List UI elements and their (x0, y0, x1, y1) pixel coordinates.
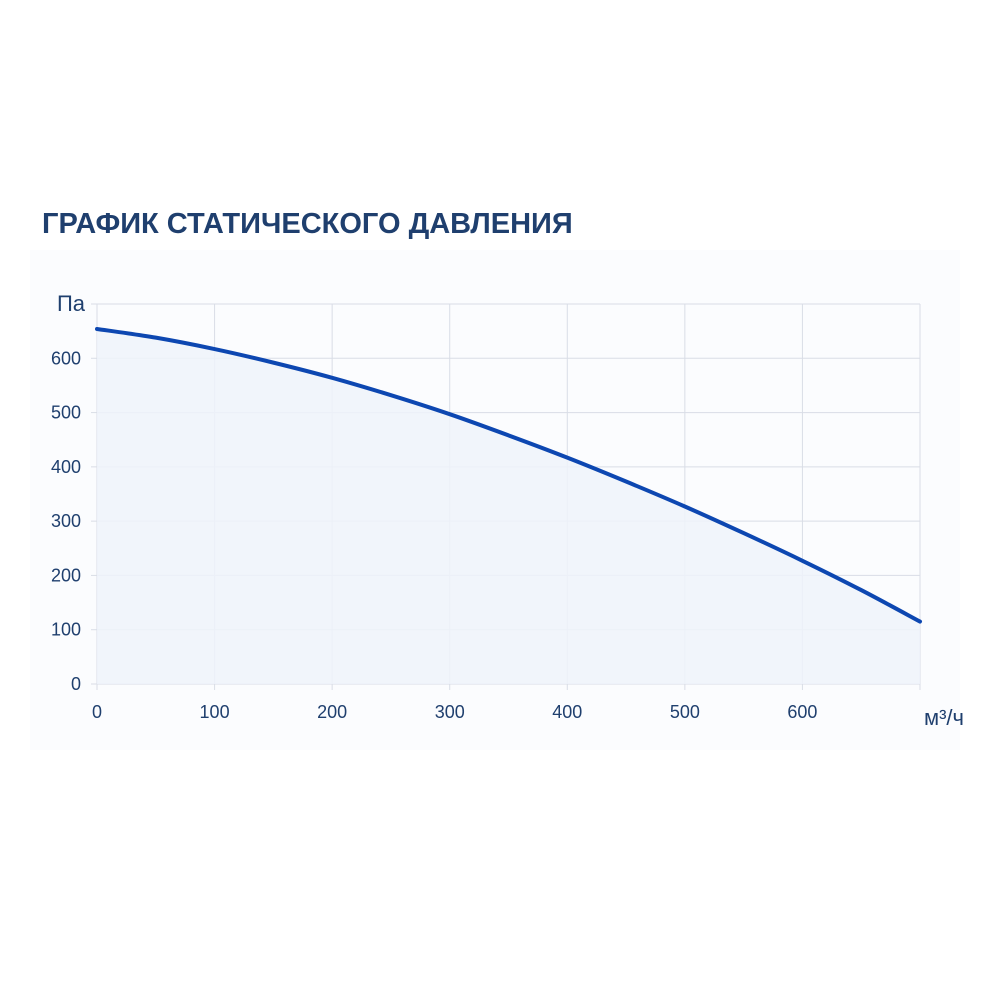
y-tick-label: 400 (51, 457, 81, 477)
curve-area (97, 328, 920, 684)
y-tick-label: 0 (71, 674, 81, 694)
y-tick-label: 500 (51, 403, 81, 423)
pressure-curve (95, 326, 922, 624)
x-tick-label: 200 (317, 702, 347, 722)
x-tick-label: 500 (670, 702, 700, 722)
x-tick-label: 600 (787, 702, 817, 722)
y-tick-label: 300 (51, 511, 81, 531)
x-tick-label: 400 (552, 702, 582, 722)
x-tick-label: 300 (435, 702, 465, 722)
tick-labels: 0 100 200 300 400 500 600 0 100 200 300 400 500 600 (51, 348, 817, 722)
x-tick-label: 100 (200, 702, 230, 722)
y-tick-label: 200 (51, 565, 81, 585)
x-axis-label: м³/ч (924, 705, 964, 730)
y-axis-label: Па (57, 291, 86, 316)
chart-title: ГРАФИК СТАТИЧЕСКОГО ДАВЛЕНИЯ (42, 208, 573, 240)
y-tick-label: 100 (51, 620, 81, 640)
x-tick-label: 0 (92, 702, 102, 722)
y-tick-label: 600 (51, 348, 81, 368)
